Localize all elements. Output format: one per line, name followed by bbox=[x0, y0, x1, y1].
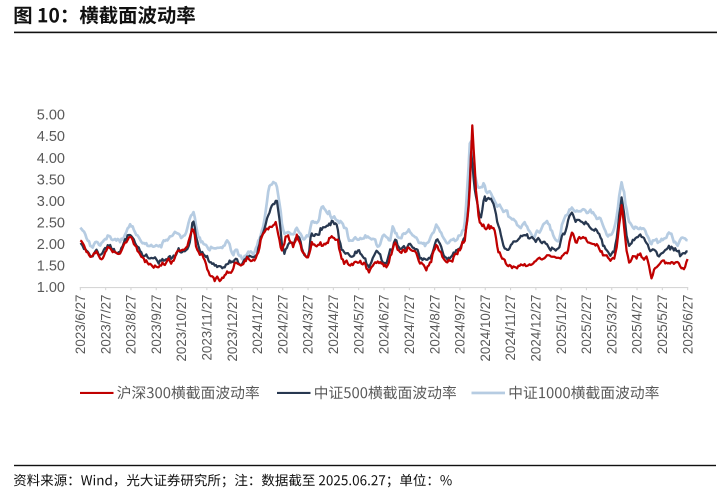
svg-text:2025/3/27: 2025/3/27 bbox=[604, 295, 619, 355]
svg-text:2024/5/27: 2024/5/27 bbox=[351, 295, 366, 355]
svg-text:2024/9/27: 2024/9/27 bbox=[453, 295, 468, 355]
svg-text:3.00: 3.00 bbox=[37, 194, 65, 210]
svg-text:2.50: 2.50 bbox=[37, 215, 65, 231]
svg-text:2024/8/27: 2024/8/27 bbox=[427, 295, 442, 355]
svg-text:2024/7/27: 2024/7/27 bbox=[402, 295, 417, 355]
svg-text:2024/1/27: 2024/1/27 bbox=[250, 295, 265, 355]
svg-text:2025/5/27: 2025/5/27 bbox=[655, 295, 670, 355]
svg-text:5.00: 5.00 bbox=[37, 108, 65, 124]
svg-text:1.00: 1.00 bbox=[37, 280, 65, 296]
svg-text:2023/9/27: 2023/9/27 bbox=[149, 295, 164, 355]
svg-text:3.50: 3.50 bbox=[37, 172, 65, 188]
svg-text:4.50: 4.50 bbox=[37, 129, 65, 145]
svg-text:2025/1/27: 2025/1/27 bbox=[554, 295, 569, 355]
svg-text:2024/11/27: 2024/11/27 bbox=[503, 295, 518, 361]
svg-text:2025/4/27: 2025/4/27 bbox=[630, 295, 645, 355]
svg-text:2024/3/27: 2024/3/27 bbox=[301, 295, 316, 355]
svg-text:2023/11/27: 2023/11/27 bbox=[200, 295, 215, 361]
svg-text:2025/6/27: 2025/6/27 bbox=[680, 295, 695, 355]
svg-text:2024/12/27: 2024/12/27 bbox=[529, 295, 544, 362]
svg-text:2023/8/27: 2023/8/27 bbox=[124, 295, 139, 355]
svg-text:2023/7/27: 2023/7/27 bbox=[98, 295, 113, 355]
svg-text:2023/6/27: 2023/6/27 bbox=[73, 295, 88, 355]
svg-text:1.50: 1.50 bbox=[37, 259, 65, 275]
svg-text:4.00: 4.00 bbox=[37, 151, 65, 167]
svg-text:2024/6/27: 2024/6/27 bbox=[377, 295, 392, 355]
svg-text:2.00: 2.00 bbox=[37, 237, 65, 253]
svg-text:2024/10/27: 2024/10/27 bbox=[478, 295, 493, 362]
svg-text:2024/2/27: 2024/2/27 bbox=[275, 295, 290, 355]
svg-text:2024/4/27: 2024/4/27 bbox=[326, 295, 341, 355]
svg-text:2025/2/27: 2025/2/27 bbox=[579, 295, 594, 355]
svg-text:2023/12/27: 2023/12/27 bbox=[225, 295, 240, 362]
svg-text:2023/10/27: 2023/10/27 bbox=[174, 295, 189, 362]
